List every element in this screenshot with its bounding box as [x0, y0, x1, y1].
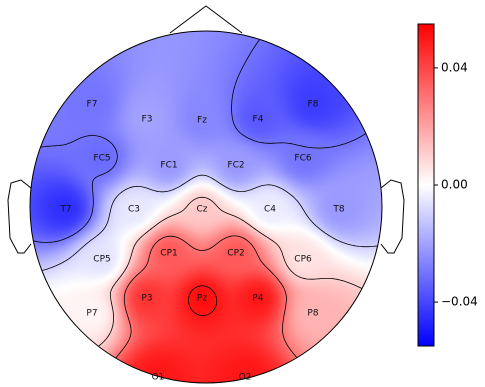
electrode-label-p4: P4	[252, 294, 263, 304]
electrode-label-t8: T8	[332, 205, 344, 215]
electrode-labels: F7 F3 Fz F4 F8 FC5 FC1 FC2 FC6 T7 C3 Cz C4 T8 CP5 CP1 CP…	[59, 100, 344, 383]
electrode-label-p8: P8	[307, 309, 318, 319]
electrode-label-f3: F3	[142, 115, 153, 125]
colorbar: 0.04 0.00 −0.04	[417, 23, 478, 347]
electrode-label-f7: F7	[87, 100, 98, 110]
colorbar-tick-label-0: 0.04	[441, 60, 468, 74]
colorbar-tick-label-1: 0.00	[441, 178, 468, 192]
electrode-label-cp2: CP2	[227, 249, 244, 259]
contour-lines	[30, 31, 382, 383]
electrode-label-o2: O2	[239, 373, 252, 383]
right-ear-outline	[380, 179, 405, 254]
contour-line-1	[30, 174, 382, 274]
electrode-label-pz: Pz	[197, 294, 207, 304]
electrode-label-fz: Fz	[197, 116, 207, 126]
electrode-label-fc6: FC6	[294, 154, 311, 164]
colorbar-ticks: 0.04 0.00 −0.04	[434, 60, 478, 309]
electrode-label-fc2: FC2	[227, 161, 244, 171]
electrode-label-cp1: CP1	[160, 249, 177, 259]
scalp-heatmap	[30, 31, 382, 383]
nose-outline	[169, 5, 243, 34]
electrode-label-t7: T7	[59, 205, 71, 215]
electrode-label-c3: C3	[128, 205, 140, 215]
colorbar-tick-label-2: −0.04	[441, 295, 478, 309]
electrode-label-f8: F8	[308, 100, 319, 110]
left-ear-outline	[7, 179, 32, 254]
electrode-label-fc1: FC1	[160, 161, 177, 171]
electrode-label-p7: P7	[86, 309, 97, 319]
electrode-label-o1: O1	[152, 373, 165, 383]
electrode-label-cp5: CP5	[93, 255, 110, 265]
head-outline	[29, 30, 383, 384]
electrode-label-cz: Cz	[196, 205, 207, 215]
electrode-label-c4: C4	[264, 205, 276, 215]
electrode-label-cp6: CP6	[294, 255, 312, 265]
electrode-label-p3: P3	[141, 294, 152, 304]
electrode-label-f4: F4	[253, 115, 264, 125]
colorbar-gradient	[417, 23, 435, 347]
contour-line-4	[188, 285, 218, 316]
electrode-label-fc5: FC5	[93, 154, 110, 164]
